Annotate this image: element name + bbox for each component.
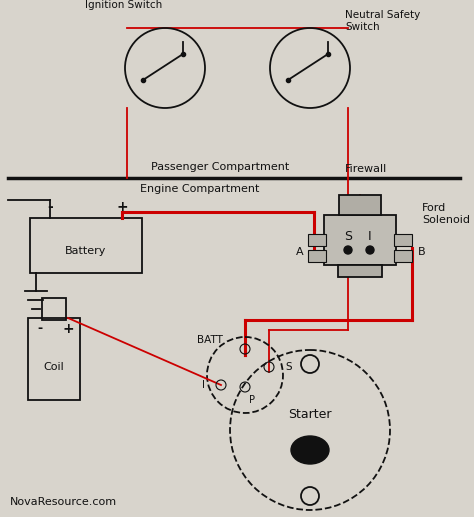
Text: NovaResource.com: NovaResource.com (10, 497, 117, 507)
Bar (324, 215, 396, 265)
Text: I: I (202, 380, 205, 390)
Bar (28, 318, 80, 400)
Text: +: + (116, 200, 128, 214)
Text: Coil: Coil (44, 362, 64, 372)
Bar (338, 265, 382, 277)
Bar (30, 218, 142, 273)
Text: -: - (47, 200, 53, 214)
Bar (308, 250, 326, 262)
Text: S: S (285, 362, 292, 372)
Text: +: + (62, 322, 74, 336)
Text: B: B (418, 247, 426, 257)
Bar (339, 195, 381, 215)
Text: A: A (296, 247, 304, 257)
Bar (394, 234, 412, 246)
Ellipse shape (291, 436, 329, 464)
Bar (42, 298, 66, 320)
Text: Firewall: Firewall (345, 164, 387, 174)
Text: I: I (368, 230, 372, 242)
Text: S: S (344, 230, 352, 242)
Circle shape (344, 246, 352, 254)
Text: BATT: BATT (197, 335, 223, 345)
Bar (394, 250, 412, 262)
Text: Ignition Switch: Ignition Switch (85, 0, 162, 10)
Text: Passenger Compartment: Passenger Compartment (151, 162, 289, 172)
Circle shape (366, 246, 374, 254)
Text: Engine Compartment: Engine Compartment (140, 184, 260, 194)
Bar (308, 234, 326, 246)
Text: Ford
Solenoid: Ford Solenoid (422, 203, 470, 224)
Text: -: - (37, 322, 43, 335)
Text: Battery: Battery (65, 247, 107, 256)
Text: P: P (249, 395, 255, 405)
Text: Neutral Safety
Switch: Neutral Safety Switch (345, 10, 420, 32)
Text: Starter: Starter (288, 408, 332, 421)
